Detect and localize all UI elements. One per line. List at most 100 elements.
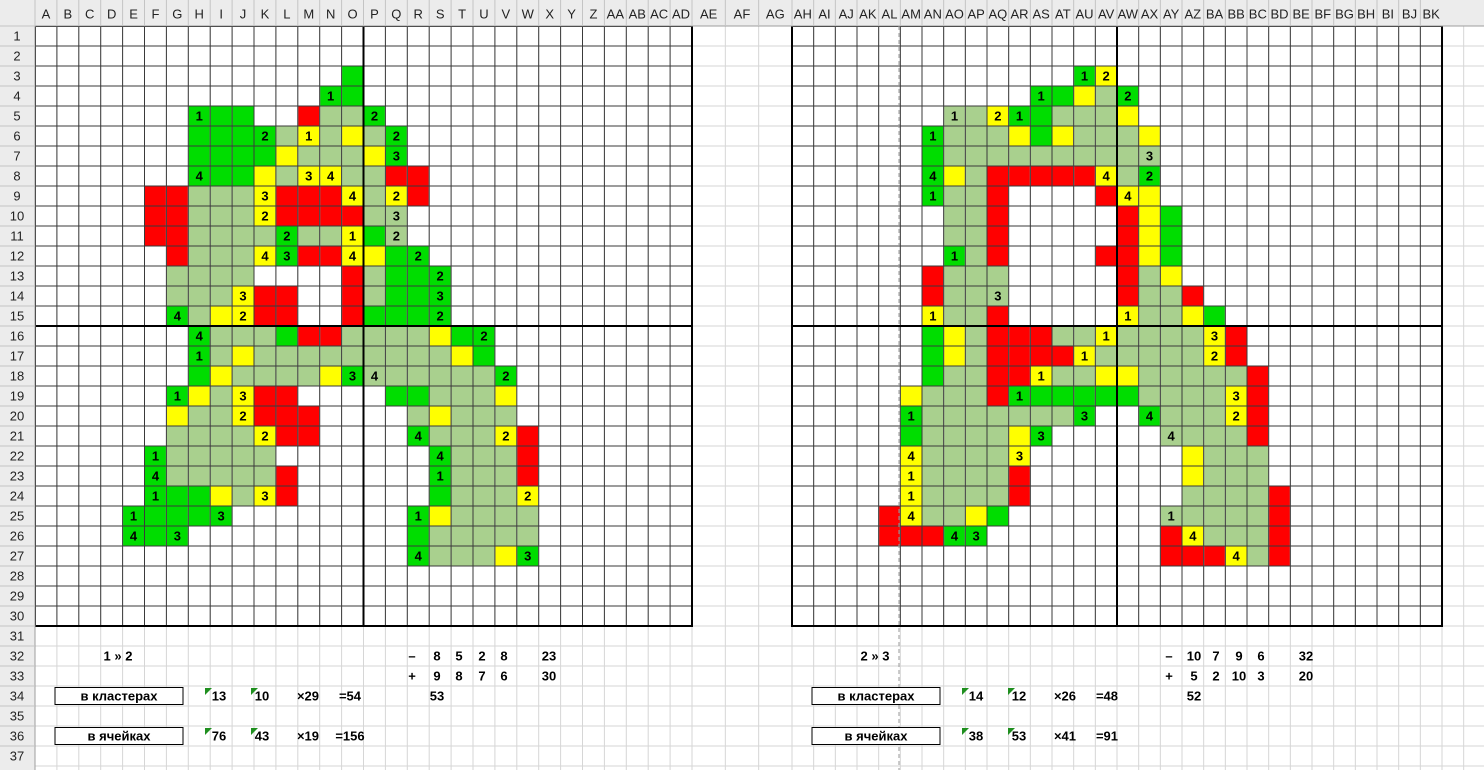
- column-header[interactable]: AO: [945, 7, 964, 22]
- column-header[interactable]: AH: [794, 7, 812, 22]
- row-header[interactable]: 13: [10, 269, 24, 284]
- column-header[interactable]: Z: [589, 7, 597, 22]
- row-header[interactable]: 7: [13, 149, 20, 164]
- column-header[interactable]: X: [545, 7, 554, 22]
- row-header[interactable]: 10: [10, 209, 24, 224]
- column-header[interactable]: T: [458, 7, 466, 22]
- column-header[interactable]: AW: [1118, 7, 1139, 22]
- column-header[interactable]: H: [195, 7, 204, 22]
- row-header[interactable]: 26: [10, 529, 24, 544]
- column-header[interactable]: E: [129, 7, 138, 22]
- column-header[interactable]: AZ: [1185, 7, 1202, 22]
- column-header[interactable]: BK: [1423, 7, 1441, 22]
- column-header[interactable]: G: [172, 7, 182, 22]
- column-header[interactable]: I: [219, 7, 223, 22]
- row-header[interactable]: 29: [10, 589, 24, 604]
- column-header[interactable]: N: [326, 7, 335, 22]
- column-header[interactable]: J: [240, 7, 247, 22]
- column-header[interactable]: P: [370, 7, 379, 22]
- row-header[interactable]: 2: [13, 49, 20, 64]
- column-header[interactable]: AS: [1032, 7, 1050, 22]
- column-header[interactable]: BH: [1357, 7, 1375, 22]
- row-header[interactable]: 32: [10, 649, 24, 664]
- column-header[interactable]: BB: [1228, 7, 1245, 22]
- column-header[interactable]: BJ: [1402, 7, 1417, 22]
- column-header[interactable]: BE: [1293, 7, 1311, 22]
- column-header[interactable]: V: [502, 7, 511, 22]
- column-header[interactable]: L: [283, 7, 290, 22]
- column-header[interactable]: AC: [650, 7, 668, 22]
- column-header[interactable]: S: [436, 7, 445, 22]
- row-header[interactable]: 31: [10, 629, 24, 644]
- column-header[interactable]: BF: [1315, 7, 1332, 22]
- column-header[interactable]: AK: [859, 7, 877, 22]
- row-header[interactable]: 12: [10, 249, 24, 264]
- row-header[interactable]: 28: [10, 569, 24, 584]
- row-header[interactable]: 23: [10, 469, 24, 484]
- column-header[interactable]: AI: [818, 7, 830, 22]
- column-header[interactable]: F: [151, 7, 159, 22]
- column-header[interactable]: K: [261, 7, 270, 22]
- row-header[interactable]: 27: [10, 549, 24, 564]
- column-header[interactable]: AX: [1141, 7, 1159, 22]
- row-header[interactable]: 18: [10, 369, 24, 384]
- column-header[interactable]: AR: [1010, 7, 1028, 22]
- row-header[interactable]: 24: [10, 489, 24, 504]
- row-header[interactable]: 20: [10, 409, 24, 424]
- column-header[interactable]: AJ: [839, 7, 854, 22]
- row-header[interactable]: 9: [13, 189, 20, 204]
- column-header[interactable]: AT: [1055, 7, 1071, 22]
- column-header[interactable]: U: [479, 7, 488, 22]
- column-header[interactable]: AN: [924, 7, 942, 22]
- column-header[interactable]: AU: [1075, 7, 1093, 22]
- row-header[interactable]: 36: [10, 729, 24, 744]
- column-header[interactable]: AB: [629, 7, 646, 22]
- column-header[interactable]: AL: [882, 7, 898, 22]
- row-header[interactable]: 35: [10, 709, 24, 724]
- row-header[interactable]: 34: [10, 689, 24, 704]
- row-header[interactable]: 8: [13, 169, 20, 184]
- column-header[interactable]: AD: [672, 7, 690, 22]
- column-header[interactable]: AF: [734, 7, 751, 22]
- column-header[interactable]: BG: [1335, 7, 1354, 22]
- row-header[interactable]: 4: [13, 89, 20, 104]
- column-header[interactable]: O: [347, 7, 357, 22]
- row-header[interactable]: 37: [10, 749, 24, 764]
- column-header[interactable]: B: [64, 7, 73, 22]
- column-header[interactable]: AP: [967, 7, 984, 22]
- column-header[interactable]: AQ: [988, 7, 1007, 22]
- row-header[interactable]: 22: [10, 449, 24, 464]
- column-header[interactable]: D: [107, 7, 116, 22]
- row-header[interactable]: 11: [10, 229, 24, 244]
- column-header[interactable]: AM: [901, 7, 921, 22]
- column-header[interactable]: AG: [766, 7, 785, 22]
- column-header[interactable]: W: [522, 7, 535, 22]
- row-header[interactable]: 15: [10, 309, 24, 324]
- row-header[interactable]: 17: [10, 349, 24, 364]
- column-header[interactable]: BD: [1270, 7, 1288, 22]
- column-header[interactable]: BI: [1382, 7, 1394, 22]
- column-header[interactable]: AY: [1163, 7, 1180, 22]
- column-header[interactable]: BA: [1206, 7, 1224, 22]
- row-header[interactable]: 6: [13, 129, 20, 144]
- row-header[interactable]: 30: [10, 609, 24, 624]
- column-header[interactable]: BC: [1249, 7, 1267, 22]
- column-header[interactable]: AE: [700, 7, 718, 22]
- column-header[interactable]: AV: [1098, 7, 1115, 22]
- column-header[interactable]: R: [414, 7, 423, 22]
- row-header[interactable]: 16: [10, 329, 24, 344]
- row-header[interactable]: 33: [10, 669, 24, 684]
- row-header[interactable]: 19: [10, 389, 24, 404]
- column-header[interactable]: C: [85, 7, 94, 22]
- row-header[interactable]: 14: [10, 289, 24, 304]
- column-header[interactable]: A: [42, 7, 51, 22]
- column-header[interactable]: AA: [607, 7, 625, 22]
- column-header[interactable]: M: [303, 7, 314, 22]
- row-header[interactable]: 3: [13, 69, 20, 84]
- row-header[interactable]: 21: [10, 429, 24, 444]
- row-header[interactable]: 1: [13, 29, 20, 44]
- row-header[interactable]: 25: [10, 509, 24, 524]
- column-header[interactable]: Y: [567, 7, 576, 22]
- column-header[interactable]: Q: [391, 7, 401, 22]
- row-header[interactable]: 5: [13, 109, 20, 124]
